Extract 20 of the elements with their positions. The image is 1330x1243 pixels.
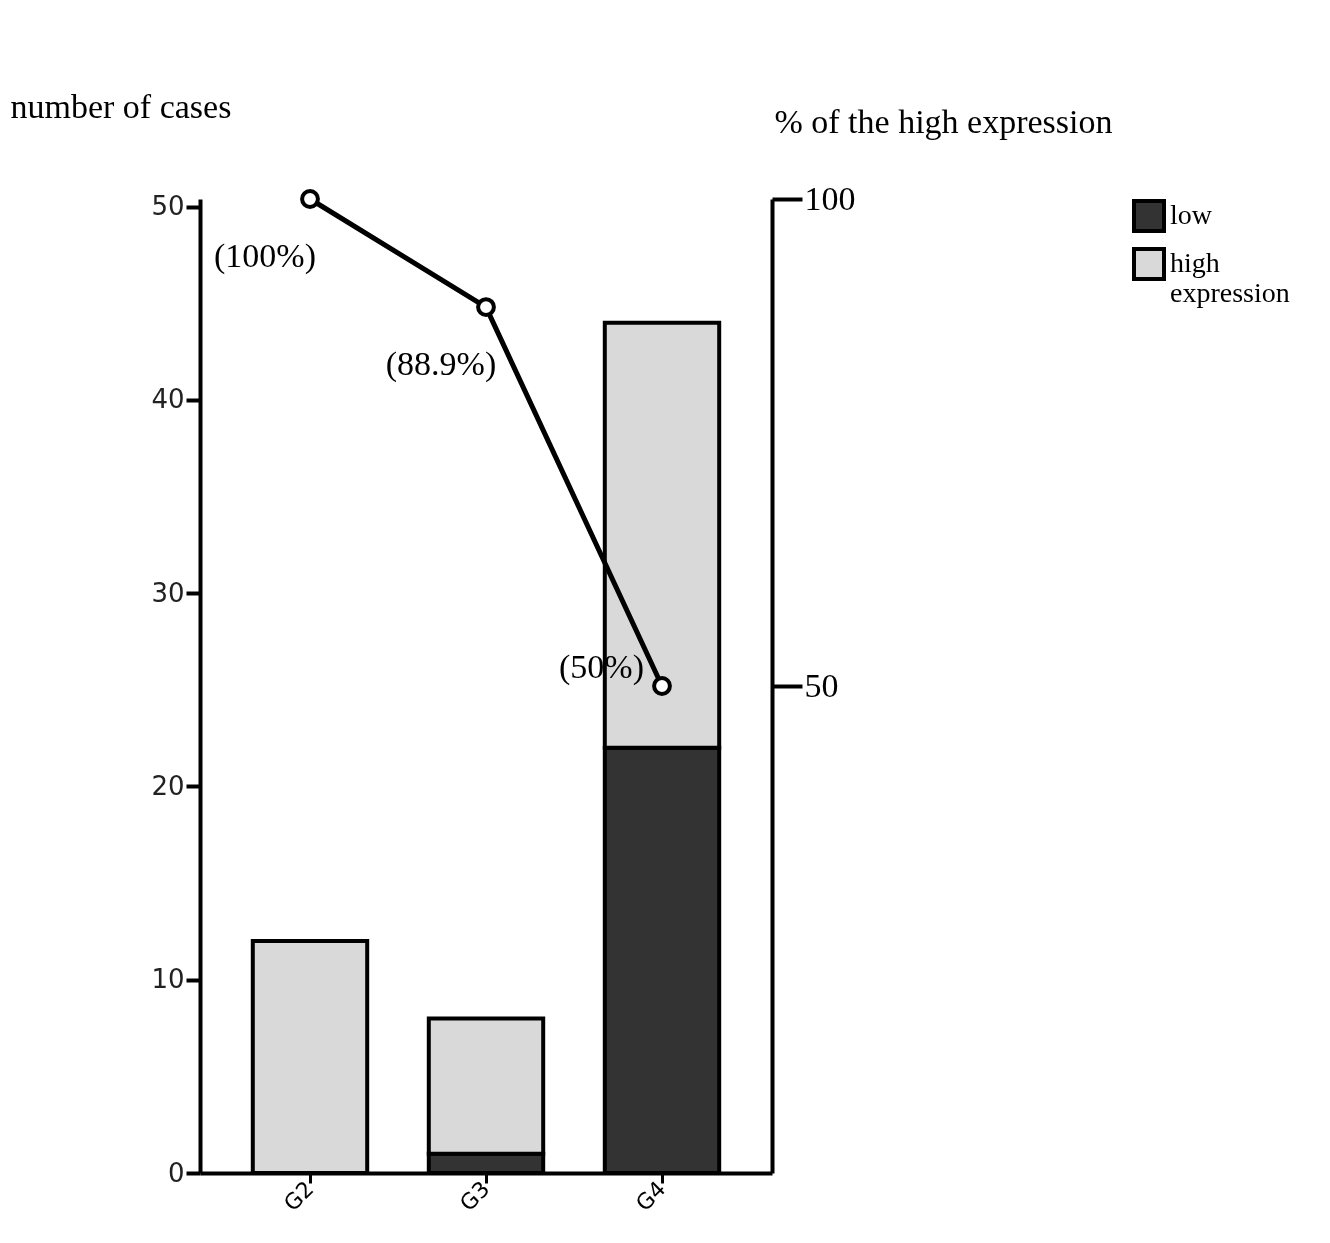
y-axis-title: number of cases [10, 87, 232, 125]
legend-label: high expression [1170, 247, 1290, 308]
x-tick-label: G3 [454, 1176, 495, 1216]
point [652, 676, 672, 696]
data-label: (88.9%) [385, 345, 497, 384]
y-tick-label: 30 [151, 577, 185, 608]
legend-label: low [1170, 199, 1213, 230]
y-tick-label: 0 [167, 1157, 185, 1188]
y-tick-label: 10 [151, 964, 185, 995]
y-tick-label: 40 [151, 384, 185, 415]
data-label: (100%) [214, 237, 316, 275]
x-tick-label: G4 [630, 1176, 671, 1216]
y-tick-label: 20 [151, 770, 185, 801]
y2-tick-label: 100 [804, 179, 856, 217]
y2-axis-title: % of the high expression [774, 102, 1113, 140]
y2-tick-label: 50 [804, 666, 839, 704]
y-tick-label: 50 [151, 191, 185, 222]
point [300, 189, 320, 209]
point [476, 297, 496, 317]
x-tick-label: G2 [278, 1176, 319, 1216]
